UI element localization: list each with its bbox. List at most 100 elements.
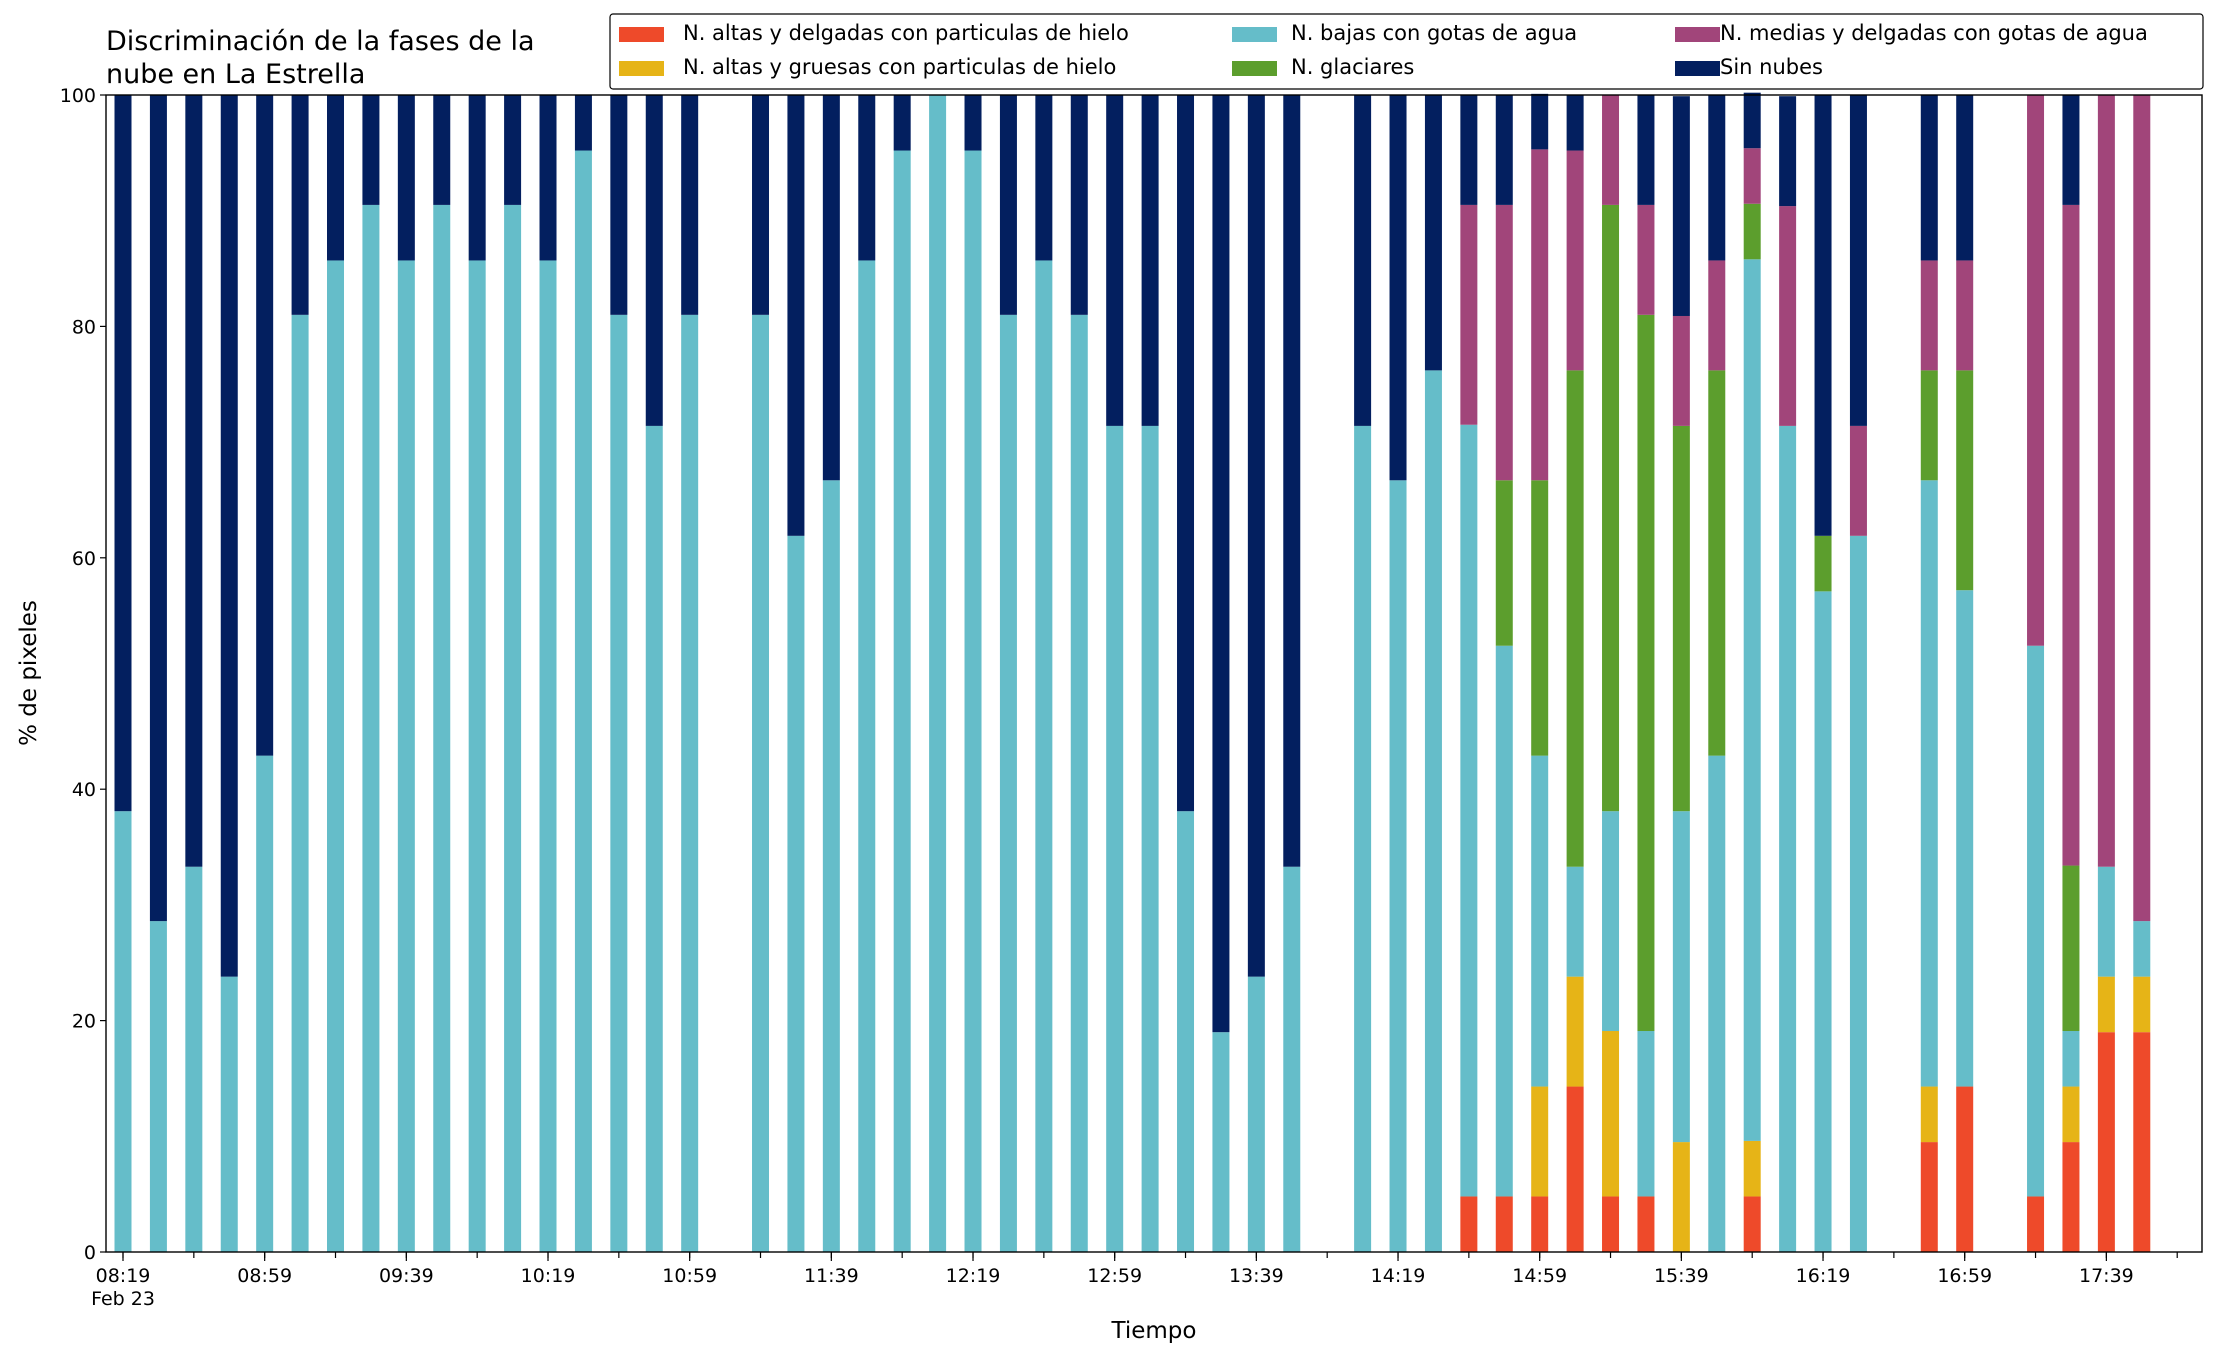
bar-segment	[185, 866, 203, 1252]
bar-segment	[893, 95, 911, 151]
bar-segment	[1956, 260, 1974, 371]
bar-segment	[893, 150, 911, 1252]
bar-segment	[858, 95, 876, 261]
bar-segment	[1602, 811, 1620, 1032]
bar-segment	[1035, 95, 1053, 261]
bar-segment	[2133, 976, 2151, 1033]
bar-segment	[1141, 95, 1159, 426]
bar-segment	[2027, 95, 2045, 646]
bar-segment	[149, 95, 167, 922]
bar-segment	[362, 204, 380, 1252]
bar-segment	[1531, 1086, 1549, 1197]
bar-segment	[1956, 370, 1974, 591]
bar-segment	[1956, 1086, 1974, 1252]
bar-segment	[964, 150, 982, 1252]
bar-segment	[1495, 1196, 1513, 1252]
bar-segment	[1779, 206, 1797, 426]
bar-segment	[1743, 1140, 1761, 1197]
legend: N. altas y delgadas con particulas de hi…	[609, 13, 2204, 90]
bar-segment	[1531, 480, 1549, 756]
bar-segment	[1920, 1142, 1938, 1252]
bar-segment	[114, 811, 132, 1252]
bar-segment	[1672, 811, 1690, 1143]
bar-segment	[2027, 645, 2045, 1197]
bar-segment	[2097, 976, 2115, 1033]
legend-swatch	[1232, 27, 1277, 42]
bar-segment	[1743, 259, 1761, 1141]
bar-segment	[114, 95, 132, 812]
x-tick-label: 10:19	[521, 1265, 576, 1287]
bar-segment	[291, 95, 309, 315]
bar-segment	[1247, 95, 1265, 977]
bar-segment	[1637, 204, 1655, 315]
bar-segment	[1708, 260, 1726, 371]
bar-segment	[2097, 95, 2115, 867]
bar-segment	[1849, 535, 1867, 1252]
bar-segment	[1283, 95, 1301, 867]
bar-segment	[1247, 976, 1265, 1252]
bar-segment	[2062, 1031, 2080, 1087]
bar-segment	[2062, 1142, 2080, 1252]
bar-segment	[929, 95, 947, 1252]
bar-segment	[1531, 755, 1549, 1087]
x-tick-label: 14:59	[1512, 1265, 1567, 1287]
bar-segment	[787, 95, 805, 536]
bar-segment	[1672, 315, 1690, 426]
bar-segment	[1708, 370, 1726, 756]
bar-segment	[822, 480, 840, 1252]
bar-segment	[1566, 1086, 1584, 1252]
x-date-label: Feb 23	[91, 1288, 155, 1310]
bar-segment	[2062, 865, 2080, 1032]
bar-segment	[397, 95, 415, 261]
bar-segment	[645, 425, 663, 1253]
bar-segment	[327, 95, 345, 261]
bar-segment	[1566, 976, 1584, 1087]
y-tick-label: 100	[60, 85, 96, 107]
legend-label: N. glaciares	[1291, 55, 1414, 79]
bar-segment	[1602, 95, 1620, 205]
x-tick-label: 13:39	[1229, 1265, 1284, 1287]
bar-segment	[681, 314, 699, 1253]
bar-segment	[1672, 425, 1690, 812]
bar-segment	[2062, 95, 2080, 205]
bar-segment	[2133, 95, 2151, 922]
bar-segment	[1637, 1196, 1655, 1252]
bar-segment	[1141, 425, 1159, 1253]
bar-segment	[1070, 314, 1088, 1253]
bar-segment	[1566, 866, 1584, 977]
bar-segment	[220, 976, 238, 1252]
bar-segment	[1389, 480, 1407, 1252]
bar-segment	[1814, 535, 1832, 592]
bar-segment	[1637, 1031, 1655, 1197]
x-tick-label: 14:19	[1371, 1265, 1426, 1287]
bar-segment	[149, 921, 167, 1252]
legend-label: Sin nubes	[1720, 55, 1823, 79]
bar-segment	[2027, 1196, 2045, 1252]
bar-segment	[2097, 1032, 2115, 1252]
legend-swatch	[1675, 61, 1720, 76]
bar-segment	[787, 535, 805, 1252]
bar-segment	[1920, 95, 1938, 261]
bar-segment	[468, 95, 486, 261]
bar-segment	[1814, 95, 1832, 536]
bar-segment	[1602, 204, 1620, 812]
bar-segment	[433, 204, 451, 1252]
x-axis-label: Tiempo	[1111, 1318, 1197, 1344]
bar-segment	[433, 95, 451, 205]
bar-segment	[256, 95, 274, 756]
bar-segment	[1779, 96, 1797, 207]
bar-segment	[999, 314, 1017, 1253]
bar-segment	[1106, 95, 1124, 426]
bar-segment	[1920, 370, 1938, 481]
bar-segment	[1495, 480, 1513, 646]
bar-segment	[468, 260, 486, 1252]
bar-segment	[1531, 93, 1549, 150]
bar-segment	[362, 95, 380, 205]
bar-segment	[1070, 95, 1088, 315]
legend-label: N. medias y delgadas con gotas de agua	[1720, 21, 2148, 45]
bar-segment	[1602, 1196, 1620, 1252]
bar-segment	[2133, 1032, 2151, 1252]
bar-segment	[1495, 204, 1513, 481]
